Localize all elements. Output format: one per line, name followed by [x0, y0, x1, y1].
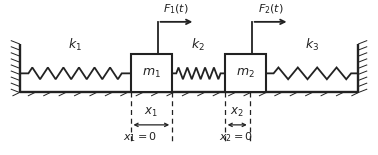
Text: $m_2$: $m_2$	[236, 67, 255, 80]
Text: $x_2 = 0$: $x_2 = 0$	[219, 130, 253, 144]
Text: $F_2(t)$: $F_2(t)$	[258, 2, 284, 16]
Text: $F_1(t)$: $F_1(t)$	[164, 2, 189, 16]
Text: $k_2$: $k_2$	[192, 37, 205, 53]
Text: $x_1$: $x_1$	[144, 106, 158, 119]
Bar	[225, 54, 266, 93]
Text: $k_3$: $k_3$	[305, 37, 319, 53]
Text: $x_2$: $x_2$	[230, 106, 244, 119]
Text: $m_1$: $m_1$	[142, 67, 161, 80]
Text: $k_1$: $k_1$	[68, 37, 82, 53]
Bar	[131, 54, 172, 93]
Text: $x_1 = 0$: $x_1 = 0$	[123, 130, 157, 144]
